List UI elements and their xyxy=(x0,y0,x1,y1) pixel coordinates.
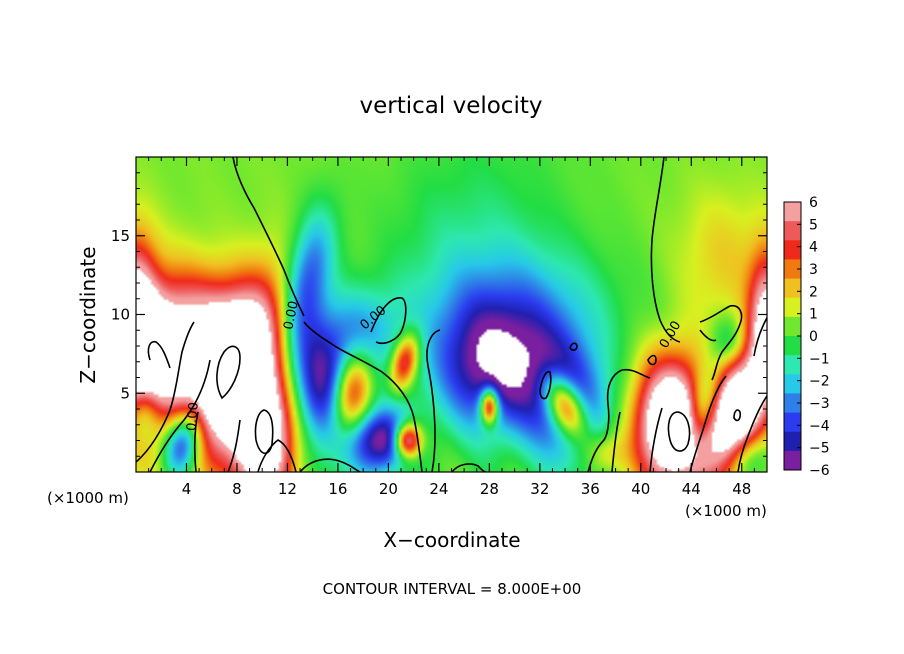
zero-contours xyxy=(136,157,767,472)
colorbar-swatch xyxy=(784,393,801,413)
y-tick-label: 5 xyxy=(120,384,130,402)
zero-contour-line xyxy=(689,375,727,472)
zero-contour-line xyxy=(370,297,407,345)
x-tick-label: 12 xyxy=(278,480,297,498)
zero-contour-line xyxy=(303,321,423,472)
zero-contour-line xyxy=(737,395,767,472)
x-tick-label: 48 xyxy=(732,480,751,498)
colorbar-swatch xyxy=(784,374,801,394)
colorbar-swatch xyxy=(784,431,801,452)
colorbar-swatch xyxy=(784,316,801,337)
zero-contour-line xyxy=(193,411,199,472)
x-axis-ticks: 4 8 12 16 20 24 28 32 36 40 44 48 xyxy=(148,157,768,498)
zero-contour-line xyxy=(699,304,743,381)
chart-title: vertical velocity xyxy=(360,93,543,119)
colorbar-swatch xyxy=(784,450,801,471)
colorbar-swatch xyxy=(784,221,801,241)
zero-contour-line xyxy=(611,411,621,472)
x-tick-label: 28 xyxy=(480,480,499,498)
colorbar-swatch xyxy=(784,297,801,318)
x-tick-label: 8 xyxy=(232,480,242,498)
plot-area: 0.00 0.000.000.00 xyxy=(136,157,767,472)
y-axis-ticks: 5 10 15 xyxy=(111,172,767,457)
colorbar-tick-label: 4 xyxy=(809,240,818,256)
x-tick-label: 24 xyxy=(429,480,448,498)
x-tick-label: 36 xyxy=(581,480,600,498)
colorbar-tick-label: 5 xyxy=(809,217,818,233)
contour-interval-note: CONTOUR INTERVAL = 8.000E+00 xyxy=(323,580,582,598)
zero-contour-line xyxy=(647,354,657,366)
colorbar-tick-label: 3 xyxy=(809,262,818,278)
x-tick-label: 32 xyxy=(530,480,549,498)
zero-contour-line xyxy=(753,316,767,357)
zero-contour-line xyxy=(649,407,663,472)
zero-contour-line xyxy=(569,342,578,351)
colorbar-swatch xyxy=(784,355,801,375)
velocity-field xyxy=(136,157,767,472)
colorbar-tick-label: 0 xyxy=(809,329,818,345)
colorbar-swatch xyxy=(784,259,801,279)
colorbar-tick-label: 2 xyxy=(809,284,818,300)
x-tick-label: 40 xyxy=(631,480,650,498)
zero-contour-line xyxy=(733,409,741,422)
zero-contour-line xyxy=(650,157,681,343)
colorbar-tick-label: −4 xyxy=(809,418,830,434)
x-axis-label: X−coordinate xyxy=(383,528,520,552)
zero-contour-line xyxy=(149,359,211,472)
colorbar-swatch xyxy=(784,202,801,222)
zero-contour-line xyxy=(539,370,552,400)
x-axis-unit-left: (×1000 m) xyxy=(47,489,129,507)
x-tick-label: 4 xyxy=(182,480,192,498)
colorbar-tick-label: −6 xyxy=(809,463,830,479)
zero-contour-line xyxy=(232,157,305,317)
x-tick-label: 20 xyxy=(379,480,398,498)
contour-label: 0.00 xyxy=(281,300,302,331)
x-axis-unit-right: (×1000 m) xyxy=(685,502,767,520)
colorbar-swatch xyxy=(784,336,801,356)
zero-contour-line xyxy=(136,321,195,463)
zero-contour-line xyxy=(587,368,651,472)
x-tick-label: 44 xyxy=(682,480,701,498)
y-axis-label: Z−coordinate xyxy=(76,246,100,383)
zero-contour-line xyxy=(299,458,361,472)
colorbar-swatch xyxy=(784,278,801,299)
zero-contour-line xyxy=(667,411,691,452)
x-tick-label: 16 xyxy=(328,480,347,498)
y-tick-label: 10 xyxy=(111,306,130,324)
colorbar-tick-label: −1 xyxy=(809,351,830,367)
colorbar-swatch xyxy=(784,240,801,260)
contour-label: 0.00 xyxy=(184,401,201,431)
zero-contour-line xyxy=(426,329,441,472)
colorbar-tick-label: −2 xyxy=(809,374,830,390)
colorbar-tick-label: −5 xyxy=(809,441,830,457)
zero-contour-line xyxy=(257,439,297,472)
colorbar-tick-label: 1 xyxy=(809,307,818,323)
colorbar-tick-label: 6 xyxy=(809,195,818,211)
colorbar: 6 5 4 3 2 1 0 −1 −2 −3 −4 −5 −6 xyxy=(783,195,830,479)
colorbar-swatch xyxy=(784,412,801,433)
zero-contour-line xyxy=(147,340,171,369)
zero-contour-line xyxy=(216,345,241,400)
zero-contour-line xyxy=(254,409,274,455)
colorbar-tick-label: −3 xyxy=(809,396,830,412)
zero-contour-line xyxy=(699,329,717,342)
zero-contour-line xyxy=(227,419,241,472)
y-tick-label: 15 xyxy=(111,227,130,245)
